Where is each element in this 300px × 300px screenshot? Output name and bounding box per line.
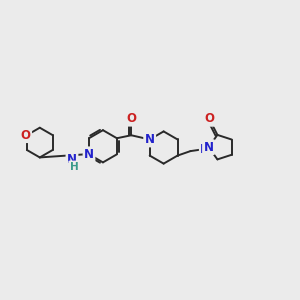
Text: N: N bbox=[203, 141, 214, 154]
Text: N: N bbox=[67, 153, 77, 167]
Text: N: N bbox=[200, 142, 210, 156]
Text: O: O bbox=[126, 112, 136, 125]
Text: N: N bbox=[84, 148, 94, 161]
Text: O: O bbox=[204, 112, 214, 125]
Text: H: H bbox=[70, 162, 78, 172]
Text: N: N bbox=[145, 133, 155, 146]
Text: O: O bbox=[21, 129, 31, 142]
